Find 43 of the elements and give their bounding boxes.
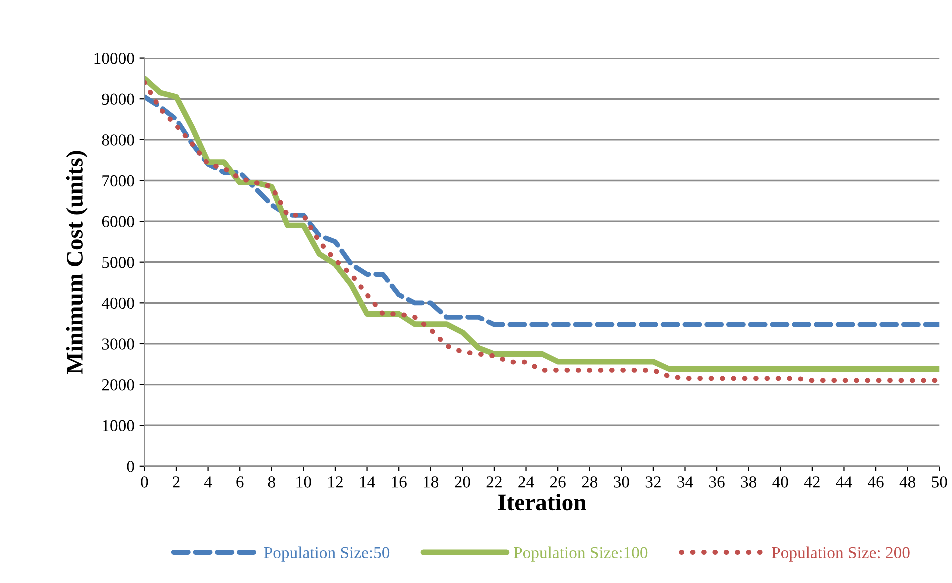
x-tick-label: 4	[204, 476, 212, 488]
x-tick-label: 18	[424, 476, 439, 488]
y-tick-label: 9000	[102, 94, 134, 106]
y-tick-label: 6000	[102, 216, 134, 228]
x-tick-label: 28	[582, 476, 598, 488]
x-tick-label: 16	[392, 476, 407, 488]
text: Population Size:100	[514, 546, 648, 562]
text: Population Size: 200	[772, 546, 910, 562]
x-axis-title: Iteration	[498, 494, 586, 511]
y-tick-label: 4000	[102, 298, 134, 310]
x-tick-label: 8	[268, 476, 276, 488]
x-tick-label: 20	[455, 476, 470, 488]
x-tick-label: 26	[550, 476, 566, 488]
y-tick-label: 5000	[102, 257, 134, 268]
x-tick-label: 24	[518, 476, 534, 488]
y-tick-label: 1000	[103, 420, 134, 432]
x-tick-label: 36	[710, 476, 725, 488]
x-tick-label: 44	[836, 476, 852, 488]
y-tick-label: 3000	[102, 338, 134, 350]
x-tick-label: 10	[296, 476, 312, 488]
y-tick-label: 8000	[102, 134, 134, 146]
line-series	[144, 94, 940, 328]
y-tick-label: 7000	[102, 175, 134, 187]
x-tick-label: 40	[772, 476, 788, 488]
x-tick-label: 50	[932, 476, 948, 488]
x-tick-label: 48	[900, 476, 916, 488]
x-tick-label: 0	[141, 476, 148, 488]
x-tick-label: 6	[236, 476, 244, 488]
x-tick-label: 2	[173, 476, 180, 488]
x-tick-label: 46	[868, 476, 884, 488]
x-tick-label: 12	[328, 476, 343, 488]
y-tick-label: 0	[127, 461, 134, 472]
x-tick-label: 38	[741, 476, 757, 488]
text: Population Size:50	[264, 546, 390, 562]
y-axis-title: Minimum Cost (units)	[66, 151, 88, 374]
y-tick-label: 10000	[94, 53, 134, 64]
x-tick-label: 34	[678, 476, 694, 488]
x-tick-label: 42	[804, 476, 820, 488]
x-tick-label: 30	[614, 476, 630, 488]
x-tick-label: 22	[486, 476, 502, 488]
y-tick-label: 2000	[102, 379, 134, 391]
x-tick-label: 32	[646, 476, 661, 488]
x-tick-label: 14	[360, 476, 376, 488]
